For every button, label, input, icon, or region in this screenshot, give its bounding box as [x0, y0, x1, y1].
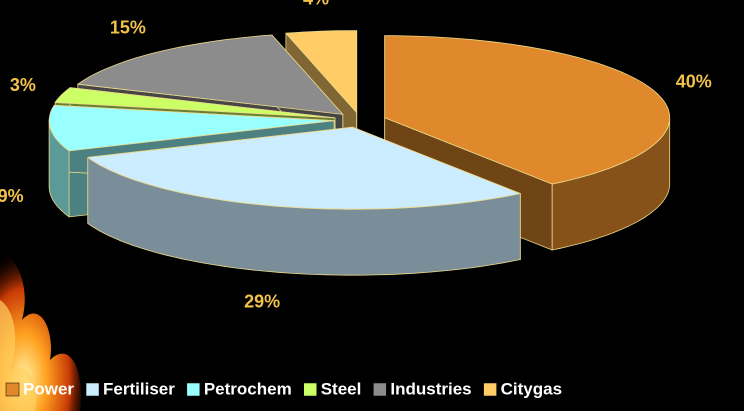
legend-label: Citygas [501, 379, 562, 398]
data-label: 40% [676, 71, 712, 91]
legend-swatch [484, 383, 497, 396]
data-label: 29% [244, 291, 280, 311]
legend-swatch [6, 383, 19, 396]
legend-swatch [187, 383, 200, 396]
legend-swatch [373, 383, 386, 396]
data-label: 15% [110, 18, 146, 38]
legend-swatch [304, 383, 317, 396]
legend-label: Industries [390, 379, 471, 398]
legend-swatch [86, 383, 99, 396]
data-label: 4% [303, 0, 329, 8]
page: Power Fertiliser Petrochem Steel Industries C… [0, 0, 744, 411]
data-label: 3% [10, 75, 36, 95]
legend-label: Petrochem [204, 379, 292, 398]
data-label: 9% [0, 186, 24, 206]
legend-label: Power [23, 379, 74, 398]
legend-label: Steel [321, 379, 362, 398]
chart: Power Fertiliser Petrochem Steel Industries C… [0, 0, 744, 411]
legend-label: Fertiliser [103, 379, 175, 398]
